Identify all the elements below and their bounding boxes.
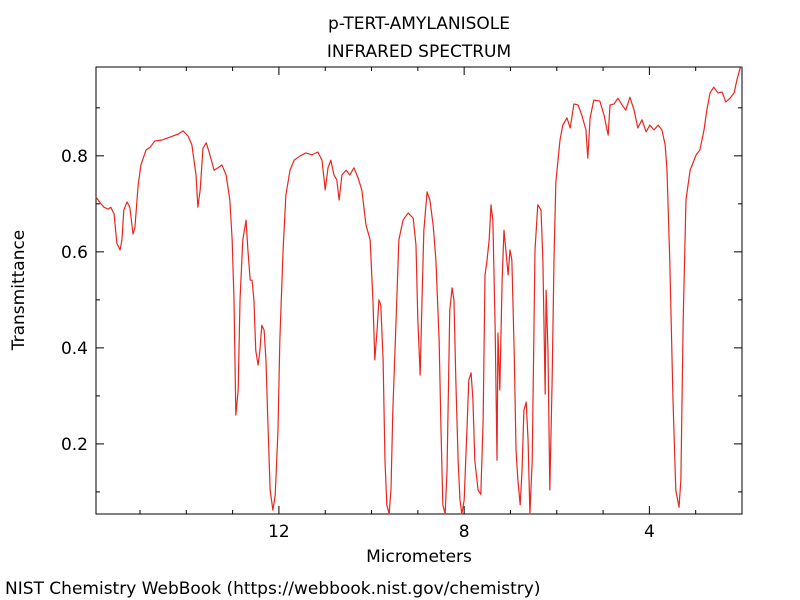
y-tick-label: 0.8 <box>61 147 88 167</box>
y-tick-label: 0.2 <box>61 435 88 455</box>
chart-title: p-TERT-AMYLANISOLE <box>328 14 510 34</box>
x-tick-label: 4 <box>644 522 655 542</box>
plot-frame <box>95 66 743 515</box>
x-tick-label: 12 <box>268 522 290 542</box>
spectrum-line <box>95 66 743 515</box>
y-tick-label: 0.4 <box>61 339 88 359</box>
x-tick-label: 8 <box>459 522 470 542</box>
y-tick-label: 0.6 <box>61 243 88 263</box>
x-axis-label: Micrometers <box>366 547 472 567</box>
chart-subtitle: INFRARED SPECTRUM <box>327 42 511 62</box>
source-note: NIST Chemistry WebBook (https://webbook.… <box>5 579 540 599</box>
y-axis-label: Transmittance <box>9 230 29 352</box>
